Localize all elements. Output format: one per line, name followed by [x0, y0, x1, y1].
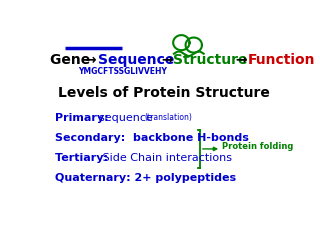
Text: YMGCFTSSGLIVVEHY: YMGCFTSSGLIVVEHY	[78, 67, 167, 76]
Text: Structure: Structure	[173, 53, 248, 67]
Text: Secondary:  backbone H-bonds: Secondary: backbone H-bonds	[55, 133, 249, 143]
Text: →: →	[231, 53, 252, 67]
Text: Tertiary:: Tertiary:	[55, 153, 112, 163]
Text: Levels of Protein Structure: Levels of Protein Structure	[58, 86, 270, 101]
Text: Side Chain interactions: Side Chain interactions	[99, 153, 232, 163]
Text: →: →	[157, 53, 178, 67]
Text: sequence: sequence	[100, 113, 157, 122]
Text: Function: Function	[248, 53, 315, 67]
Text: →: →	[85, 53, 101, 67]
Text: Primary:: Primary:	[55, 113, 112, 122]
Text: (translation): (translation)	[144, 113, 192, 122]
Text: Sequence: Sequence	[98, 53, 174, 67]
Text: Gene: Gene	[50, 53, 95, 67]
Text: Quaternary: 2+ polypeptides: Quaternary: 2+ polypeptides	[55, 174, 236, 184]
Text: Protein folding: Protein folding	[222, 142, 294, 151]
